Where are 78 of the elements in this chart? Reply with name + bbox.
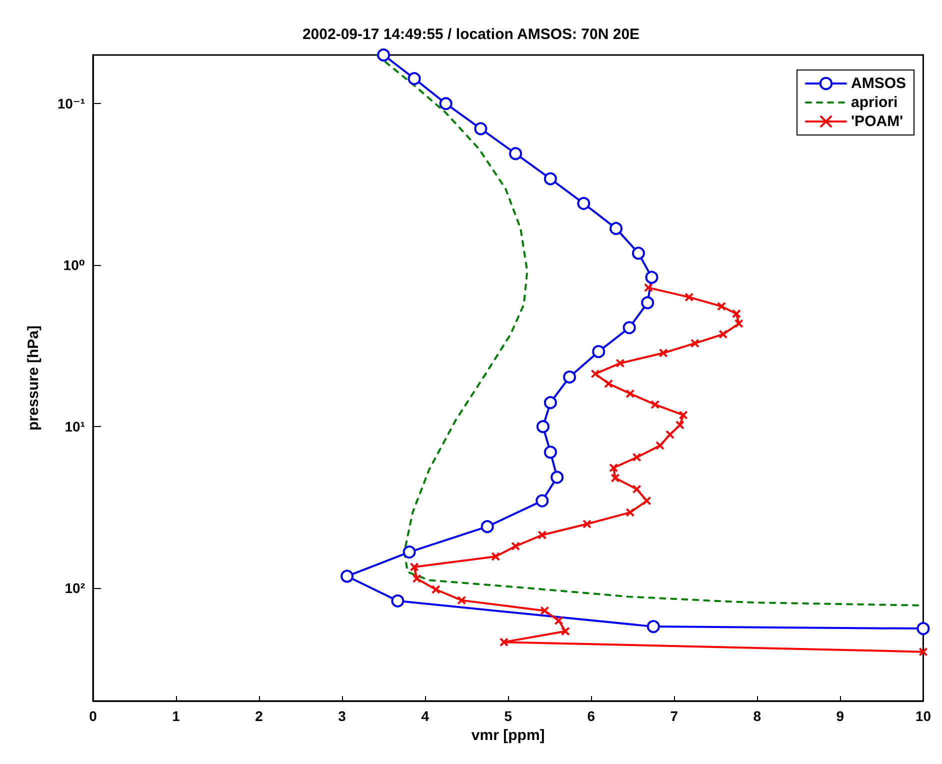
y-tick-label: 10¹ [64, 418, 86, 435]
point [675, 420, 684, 430]
point [509, 147, 522, 160]
legend-label: apriori [850, 94, 898, 111]
point [622, 321, 636, 334]
y-axis-title: pressure [hPa] [25, 325, 42, 431]
point [642, 496, 652, 506]
point [391, 594, 404, 608]
x-tick-label: 1 [172, 708, 180, 724]
point [377, 48, 390, 62]
point [544, 446, 557, 459]
point [544, 396, 557, 410]
point [610, 222, 623, 235]
point [340, 570, 354, 583]
point [511, 542, 520, 551]
x-tick-label: 10 [915, 708, 932, 724]
legend-label: 'POAM' [850, 113, 904, 130]
x-tick-label: 8 [753, 708, 762, 724]
point [402, 546, 416, 559]
x-axis-title: vmr [ppm] [471, 726, 545, 744]
point [544, 172, 557, 186]
point [646, 620, 660, 634]
point [412, 574, 422, 584]
point [690, 338, 700, 348]
point [408, 72, 421, 86]
y-tick-label: 10² [64, 580, 86, 596]
point [666, 430, 674, 440]
point [538, 530, 547, 540]
point [536, 420, 550, 434]
point [632, 484, 642, 494]
point [658, 348, 668, 358]
point [439, 97, 452, 110]
point [626, 389, 635, 398]
point [582, 520, 592, 529]
point [474, 122, 488, 136]
x-tick-label: 5 [504, 708, 512, 724]
x-tick-label: 2 [255, 708, 264, 724]
x-tick-label: 4 [421, 708, 430, 724]
point [457, 596, 466, 605]
point [650, 400, 660, 410]
point [684, 292, 694, 302]
point [604, 379, 614, 388]
point [641, 296, 654, 310]
point [918, 647, 928, 656]
x-tick-label: 3 [338, 708, 346, 724]
point [632, 452, 642, 462]
point [916, 622, 930, 636]
point [644, 283, 653, 292]
point [560, 626, 570, 636]
point [480, 520, 494, 534]
point [592, 345, 606, 358]
point [540, 606, 550, 616]
y-tick-label: 10⁰ [63, 257, 85, 274]
legend-label: AMSOS [850, 75, 906, 92]
point [716, 302, 726, 311]
x-tick-label: 0 [89, 708, 98, 724]
point [554, 616, 564, 626]
x-tick-label: 7 [670, 708, 678, 724]
x-tick-label: 9 [836, 708, 844, 724]
x-tick-label: 6 [587, 708, 596, 724]
point [499, 638, 508, 647]
chart-title: 2002-09-17 14:49:55 / location AMSOS: 70N 20E [302, 26, 640, 43]
y-tick-label: 10⁻¹ [57, 96, 86, 112]
point [563, 370, 576, 384]
point [626, 508, 635, 517]
point [590, 369, 600, 378]
point [431, 585, 440, 594]
point [718, 330, 728, 339]
point [577, 196, 590, 210]
point [491, 552, 500, 561]
point [616, 358, 625, 368]
point [645, 270, 658, 284]
point [656, 441, 665, 450]
point [632, 246, 645, 260]
point [410, 562, 419, 572]
point [678, 410, 688, 420]
point [550, 470, 564, 484]
point [536, 494, 549, 508]
